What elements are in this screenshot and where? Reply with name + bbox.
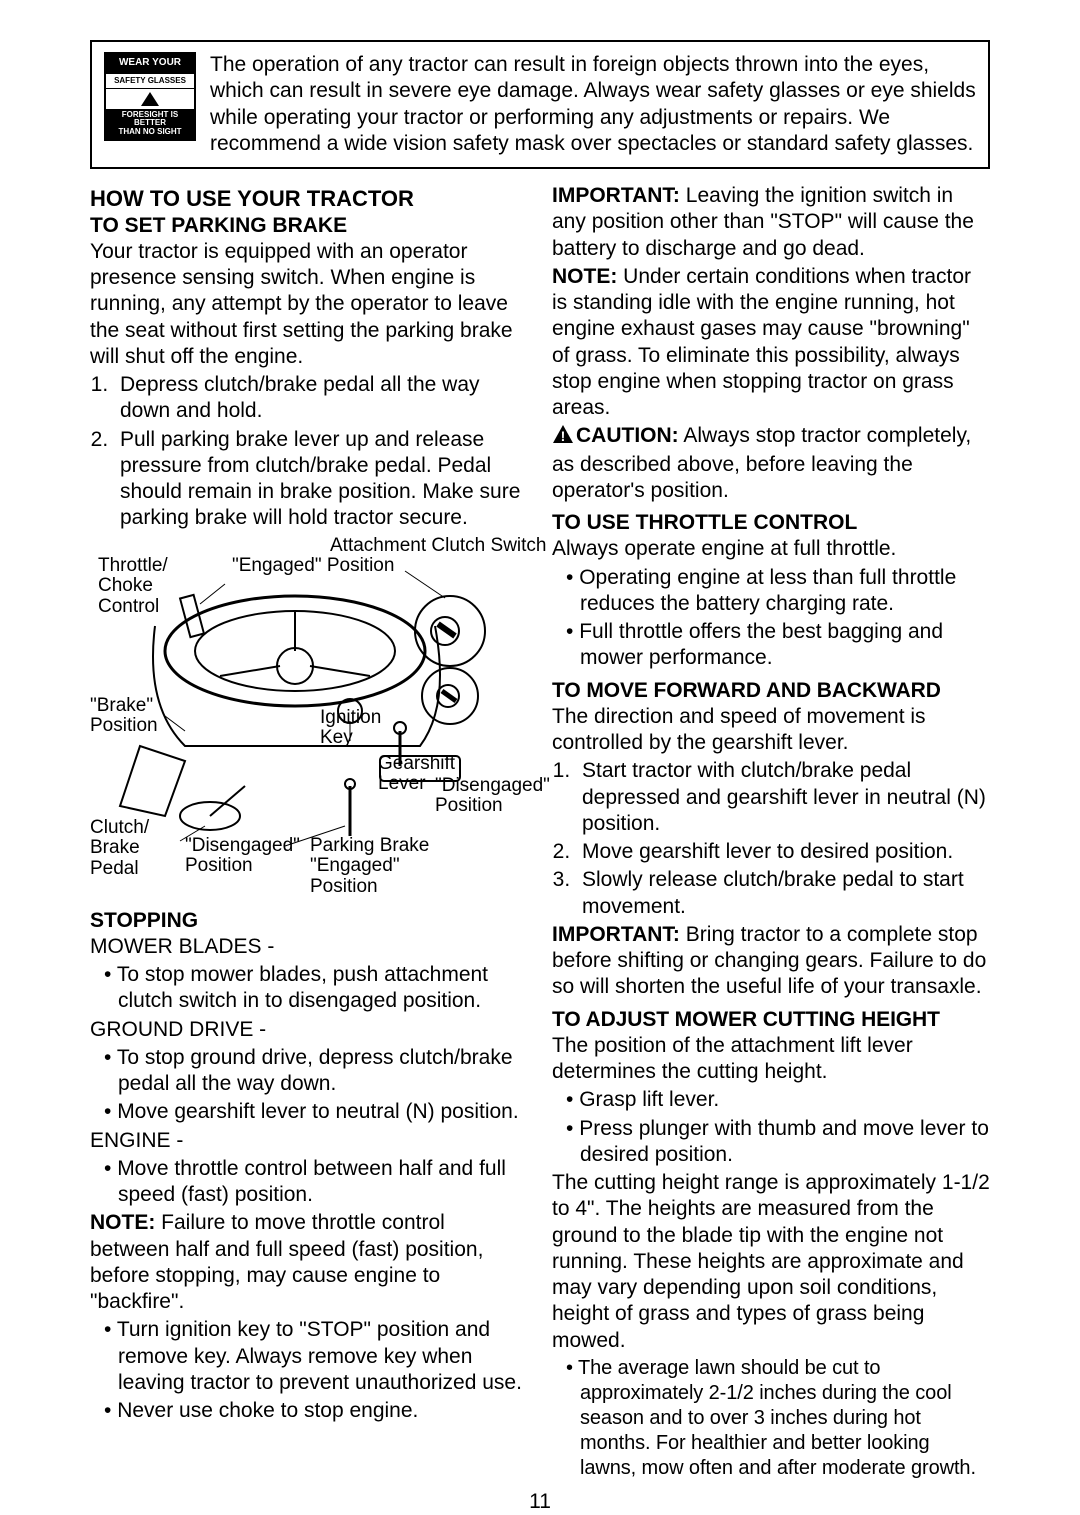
list-item: To stop mower blades, push attachment cl… <box>104 962 528 1015</box>
list-item: Never use choke to stop engine. <box>104 1398 528 1424</box>
tractor-controls-diagram: Attachment Clutch Switch Throttle/ Choke… <box>90 536 528 906</box>
ground-drive-label: GROUND DRIVE - <box>90 1017 528 1043</box>
list-item: Press plunger with thumb and move lever … <box>566 1116 990 1169</box>
list-item: Pull parking brake lever up and release … <box>114 427 528 532</box>
safety-warning-text: The operation of any tractor can result … <box>210 52 976 157</box>
throttle-list: Operating engine at less than full throt… <box>566 565 990 672</box>
list-item: Grasp lift lever. <box>566 1087 990 1113</box>
throttle-control-heading: TO USE THROTTLE CONTROL <box>552 510 990 536</box>
diagram-label: "Brake"Position <box>90 696 158 738</box>
badge-triangle-icon <box>106 89 194 109</box>
warning-triangle-icon: ! <box>552 424 574 451</box>
diagram-label: Throttle/ Choke Control <box>98 556 168 619</box>
move-heading: TO MOVE FORWARD AND BACKWARD <box>552 678 990 704</box>
list-item: Depress clutch/brake pedal all the way d… <box>114 372 528 425</box>
ground-drive-list: To stop ground drive, depress clutch/bra… <box>104 1045 528 1126</box>
page-number: 11 <box>90 1489 990 1515</box>
mower-blades-list: To stop mower blades, push attachment cl… <box>104 962 528 1015</box>
list-item: Move gearshift lever to neutral (N) posi… <box>104 1099 528 1125</box>
list-item: Slowly release clutch/brake pedal to sta… <box>576 867 990 920</box>
svg-text:!: ! <box>561 428 566 444</box>
list-item: The average lawn should be cut to approx… <box>566 1356 990 1481</box>
content-columns: HOW TO USE YOUR TRACTOR TO SET PARKING B… <box>90 183 990 1483</box>
list-item: Move gearshift lever to desired position… <box>576 839 990 865</box>
adjust-list-1: Grasp lift lever. Press plunger with thu… <box>566 1087 990 1168</box>
diagram-label: IgnitionKey <box>320 708 381 750</box>
adjust-height-heading: TO ADJUST MOWER CUTTING HEIGHT <box>552 1007 990 1033</box>
caution-stop: !CAUTION: Always stop tractor completely… <box>552 423 990 504</box>
engine-label: ENGINE - <box>90 1128 528 1154</box>
engine-note: NOTE: Failure to move throttle control b… <box>90 1210 528 1315</box>
list-item: Operating engine at less than full throt… <box>566 565 990 618</box>
safety-badge: WEAR YOUR SAFETY GLASSES FORESIGHT IS BE… <box>104 52 196 141</box>
badge-line3: FORESIGHT IS BETTERTHAN NO SIGHT <box>106 109 194 139</box>
adjust-list-2: The average lawn should be cut to approx… <box>566 1356 990 1481</box>
how-to-use-heading: HOW TO USE YOUR TRACTOR <box>90 185 528 213</box>
throttle-intro: Always operate engine at full throttle. <box>552 536 990 562</box>
engine-list-2: Turn ignition key to "STOP" position and… <box>104 1317 528 1424</box>
diagram-label: Attachment Clutch Switch <box>330 536 546 557</box>
important-stop-before-shift: IMPORTANT: Bring tractor to a complete s… <box>552 922 990 1001</box>
engine-list-1: Move throttle control between half and f… <box>104 1156 528 1209</box>
list-item: Full throttle offers the best bagging an… <box>566 619 990 672</box>
badge-line1: WEAR YOUR <box>106 54 194 73</box>
diagram-label: "Engaged" Position <box>232 556 394 577</box>
list-item: To stop ground drive, depress clutch/bra… <box>104 1045 528 1098</box>
diagram-label: "Disengaged"Position <box>435 776 550 818</box>
diagram-label: Parking Brake"Engaged"Position <box>310 836 429 899</box>
right-column: IMPORTANT: Leaving the ignition switch i… <box>552 183 990 1483</box>
cutting-height-range: The cutting height range is approximatel… <box>552 1170 990 1354</box>
list-item: Turn ignition key to "STOP" position and… <box>104 1317 528 1396</box>
important-ignition: IMPORTANT: Leaving the ignition switch i… <box>552 183 990 262</box>
badge-line2: SAFETY GLASSES <box>106 73 194 89</box>
left-column: HOW TO USE YOUR TRACTOR TO SET PARKING B… <box>90 183 528 1483</box>
mower-blades-label: MOWER BLADES - <box>90 934 528 960</box>
list-item: Start tractor with clutch/brake pedal de… <box>576 758 990 837</box>
move-steps: Start tractor with clutch/brake pedal de… <box>576 758 990 920</box>
set-parking-brake-heading: TO SET PARKING BRAKE <box>90 213 528 239</box>
stopping-heading: STOPPING <box>90 908 528 934</box>
adjust-intro: The position of the attachment lift leve… <box>552 1033 990 1086</box>
safety-warning-box: WEAR YOUR SAFETY GLASSES FORESIGHT IS BE… <box>90 40 990 169</box>
list-item: Move throttle control between half and f… <box>104 1156 528 1209</box>
parking-brake-steps: Depress clutch/brake pedal all the way d… <box>114 372 528 532</box>
move-intro: The direction and speed of movement is c… <box>552 704 990 757</box>
parking-brake-intro: Your tractor is equipped with an operato… <box>90 239 528 370</box>
note-browning: NOTE: Under certain conditions when trac… <box>552 264 990 422</box>
diagram-label: Clutch/BrakePedal <box>90 818 149 881</box>
diagram-label: "Disengaged"Position <box>185 836 300 878</box>
